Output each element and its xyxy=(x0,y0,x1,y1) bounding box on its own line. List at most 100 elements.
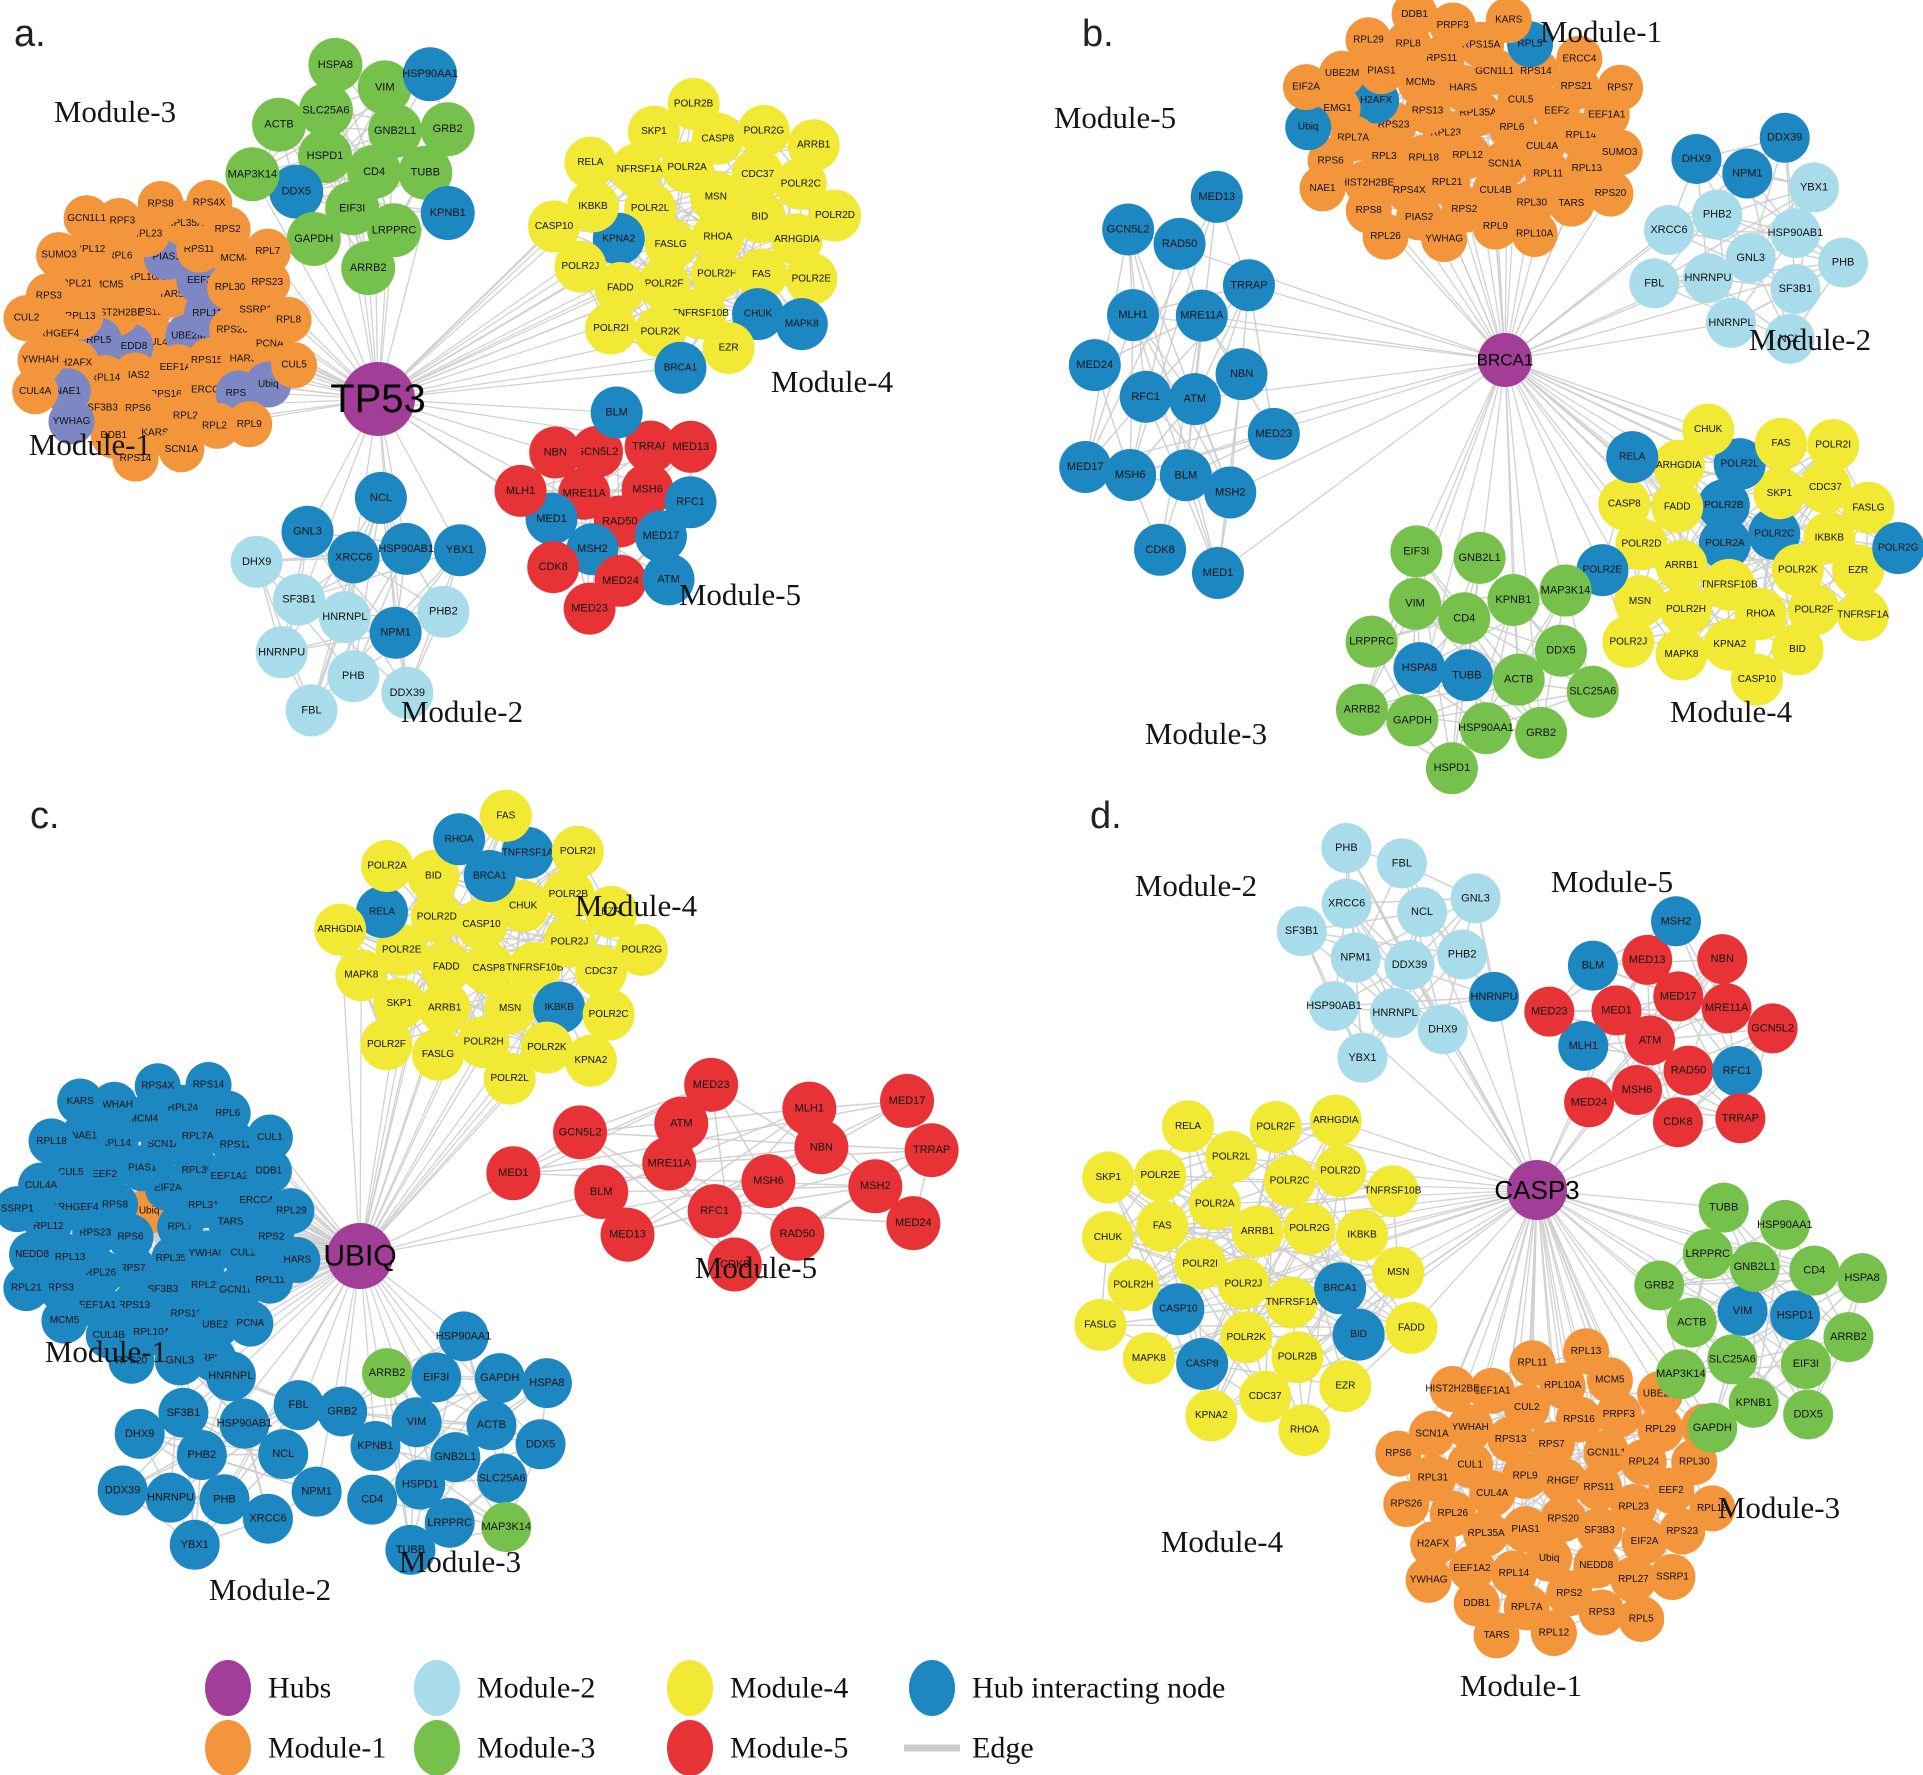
module-title: Module-2 xyxy=(209,1572,331,1607)
gene-node xyxy=(185,1061,232,1108)
gene-node-label: MAPK8 xyxy=(785,319,819,330)
gene-node-label: UBE2M xyxy=(1643,1388,1677,1399)
gene-node xyxy=(1730,653,1783,706)
gene-node xyxy=(735,248,788,301)
edge xyxy=(513,1172,876,1187)
gene-node-label: Ubiq xyxy=(1539,1553,1560,1564)
gene-node-label: RPS15A xyxy=(1462,39,1501,50)
gene-node xyxy=(1787,583,1840,636)
gene-node xyxy=(356,885,409,938)
gene-node-label: POLR2D xyxy=(815,210,855,221)
gene-node xyxy=(134,1063,181,1110)
gene-node xyxy=(1362,213,1409,260)
gene-node-label: Ubiq xyxy=(258,379,279,390)
gene-node-label: RPS4X xyxy=(193,198,226,209)
gene-node xyxy=(1615,518,1668,571)
gene-node-label: POLR2B xyxy=(674,98,714,109)
gene-node-label: RFC1 xyxy=(1131,391,1160,403)
gene-node-label: MSH6 xyxy=(632,484,663,496)
gene-node-label: POLR2G xyxy=(1878,543,1919,554)
gene-node-label: EIF2A xyxy=(154,1182,182,1193)
gene-node xyxy=(707,1237,762,1292)
gene-node-label: RHOA xyxy=(1746,609,1775,620)
gene-node xyxy=(1390,525,1443,578)
gene-node xyxy=(474,1353,525,1404)
gene-node-label: DHX9 xyxy=(1682,153,1711,165)
gene-node xyxy=(410,890,463,943)
gene-node-label: GRB2 xyxy=(433,123,463,135)
gene-node xyxy=(1576,1507,1623,1554)
gene-node-label: TUBB xyxy=(396,1544,425,1556)
edge xyxy=(1707,1253,1809,1415)
gene-node-label: RPL14 xyxy=(90,373,121,384)
gene-node-label: POLR2C xyxy=(1270,1175,1310,1186)
gene-node-label: YBX1 xyxy=(1800,181,1828,193)
gene-node xyxy=(360,1018,413,1071)
panel-a-module-4: RHOA FASLG MSN POLR2H POLR2L BID POLR2F POLR2A F… xyxy=(528,77,862,394)
gene-node xyxy=(642,553,695,606)
gene-node xyxy=(1370,987,1421,1038)
gene-node-label: TNFRSF10B xyxy=(1700,579,1758,590)
gene-node-label: RPS23 xyxy=(251,277,283,288)
gene-node-label: SKP1 xyxy=(641,126,667,137)
gene-node-label: RFC1 xyxy=(1723,1065,1752,1077)
gene-node xyxy=(564,136,617,189)
gene-node-label: FAS xyxy=(752,269,771,280)
gene-node-label: TRRAP xyxy=(1722,1112,1759,1124)
gene-node-label: Ubiq xyxy=(1298,122,1319,133)
gene-node xyxy=(542,868,595,921)
gene-node xyxy=(1393,642,1446,695)
gene-node xyxy=(226,401,273,448)
gene-node-label: RAD50 xyxy=(602,516,637,528)
gene-node-label: NAE1 xyxy=(71,1130,98,1141)
gene-node-label: UBE2M xyxy=(1325,68,1359,79)
gene-node-label: HSP90AB1 xyxy=(1768,227,1824,239)
panel-letter-d: d. xyxy=(1090,795,1122,837)
gene-node xyxy=(1319,50,1366,97)
gene-node-label: CUL4A xyxy=(19,386,52,397)
gene-node xyxy=(361,839,414,892)
gene-node-label: RPS20 xyxy=(216,325,248,336)
gene-node xyxy=(1337,1032,1388,1083)
panel-b-module-4: POLR2A POLR2C TNFRSF10B POLR2B POLR2K ARRB1 SK… xyxy=(1576,403,1923,706)
gene-node-label: EEF1A1 xyxy=(1473,1385,1511,1396)
gene-node-label: PRPF3 xyxy=(1437,20,1470,31)
gene-node-label: HSP90AB1 xyxy=(1306,1000,1362,1012)
gene-node-label: YWHAG xyxy=(188,1248,226,1259)
gene-node xyxy=(664,420,717,473)
gene-node-label: GAPDH xyxy=(1693,1422,1732,1434)
gene-node-label: RPS23 xyxy=(1666,1526,1698,1537)
gene-node-label: VIM xyxy=(1405,598,1425,610)
gene-node-label: RPS16 xyxy=(170,1309,202,1320)
gene-node xyxy=(341,241,396,296)
gene-node-label: RPL30 xyxy=(215,282,246,293)
gene-node xyxy=(114,1408,165,1459)
gene-node xyxy=(463,849,516,902)
gene-node-label: PIAS2 xyxy=(1405,212,1434,223)
gene-node-label: UBE2M xyxy=(171,330,205,341)
gene-node-label: CHUK xyxy=(744,309,773,320)
gene-node xyxy=(36,232,83,279)
gene-node-label: GNL3 xyxy=(1461,892,1490,904)
gene-node xyxy=(242,1493,293,1544)
edge xyxy=(580,1131,932,1151)
legend-swatch-hubint xyxy=(909,1660,955,1716)
gene-node-label: POLR2C xyxy=(589,1009,629,1020)
gene-node xyxy=(1540,1457,1587,1504)
gene-node-label: RPS11 xyxy=(1426,53,1457,64)
gene-node xyxy=(1715,1093,1766,1144)
gene-node xyxy=(1540,1495,1587,1542)
edge xyxy=(278,124,369,269)
gene-node-label: POLR2H xyxy=(464,1037,504,1048)
gene-node-label: MED24 xyxy=(1076,359,1113,371)
gene-node xyxy=(1134,1149,1187,1202)
gene-node xyxy=(230,535,283,588)
gene-node xyxy=(418,982,471,1035)
gene-node xyxy=(373,977,426,1030)
gene-node xyxy=(1168,373,1221,426)
gene-node-label: MAPK8 xyxy=(1132,1353,1166,1364)
gene-node xyxy=(1706,297,1757,348)
gene-node-label: RPL18 xyxy=(36,1136,67,1147)
